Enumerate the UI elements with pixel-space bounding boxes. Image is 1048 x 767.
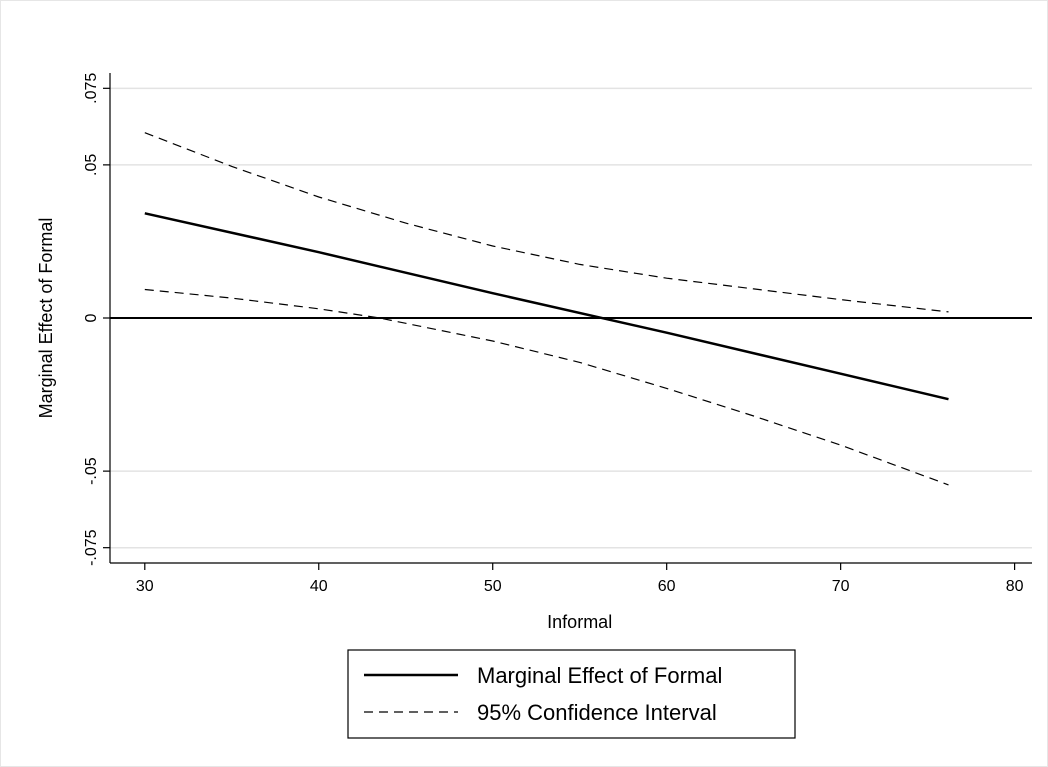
y-tick-label: -.075 [83, 529, 100, 566]
x-tick-label: 80 [1006, 578, 1024, 595]
y-axis-title: Marginal Effect of Formal [36, 218, 56, 419]
x-axis-ticks: 30 40 50 60 70 80 [136, 563, 1024, 595]
series-line-ci-bound [144, 288, 949, 486]
grid-lines [110, 87, 1032, 549]
x-tick-label: 30 [136, 578, 154, 595]
legend-box [347, 649, 796, 739]
legend: Marginal Effect of Formal 95% Confidence… [347, 649, 796, 739]
legend-label-marginal-effect: Marginal Effect of Formal [477, 663, 722, 688]
x-axis-title: Informal [547, 612, 612, 632]
legend-label-confidence-interval: 95% Confidence Interval [477, 700, 717, 725]
x-tick-label: 40 [310, 578, 328, 595]
series-group [144, 132, 949, 486]
x-tick-label: 50 [484, 578, 502, 595]
series-line-ci-bound [144, 132, 949, 313]
x-tick-label: 70 [832, 578, 850, 595]
y-tick-label: .075 [83, 73, 100, 104]
y-tick-label: -.05 [83, 457, 100, 485]
y-axis-ticks: -.075 -.05 0 .05 .075 [83, 73, 110, 566]
y-tick-label: 0 [83, 313, 100, 322]
y-tick-label: .05 [83, 154, 100, 176]
series-line-marginal-effect [144, 212, 949, 401]
x-tick-label: 60 [658, 578, 676, 595]
